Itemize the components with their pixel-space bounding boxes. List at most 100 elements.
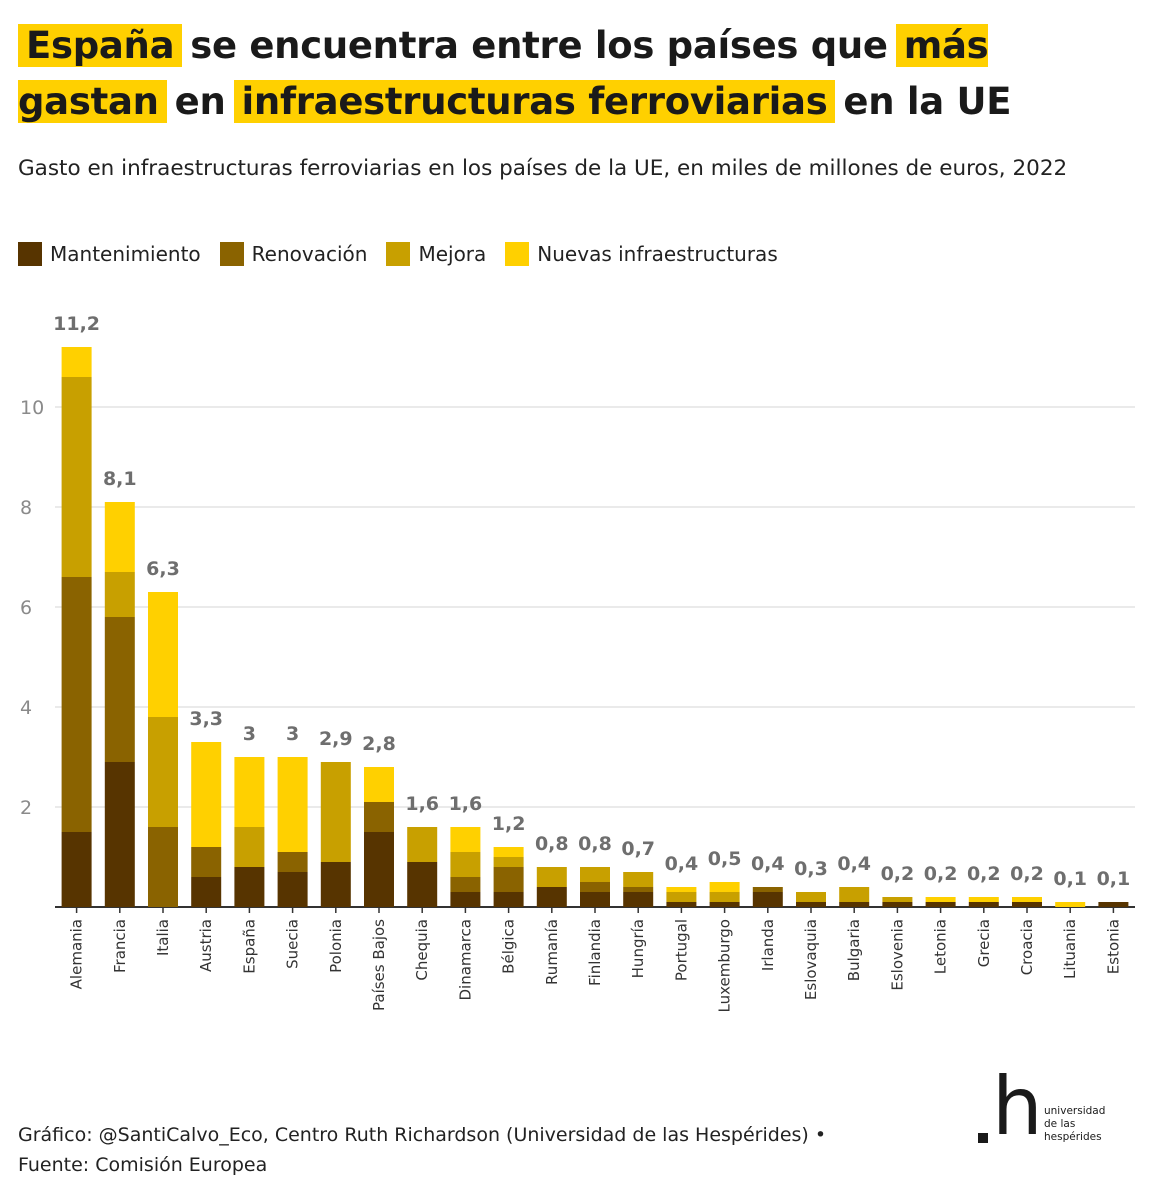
bar-segment xyxy=(493,867,524,892)
title-text-2: en xyxy=(174,80,226,123)
footer-source: Fuente: Comisión Europea xyxy=(18,1154,268,1176)
bar-segment xyxy=(450,877,481,892)
total-label: 3 xyxy=(243,723,256,745)
university-logo: h universidad de las hespérides xyxy=(978,1067,1138,1147)
x-tick-label: Letonia xyxy=(932,919,950,974)
logo-text-line: hespérides xyxy=(1044,1131,1102,1143)
x-tick-label: Países Bajos xyxy=(370,919,388,1011)
legend-label: Mantenimiento xyxy=(50,242,201,266)
total-label: 0,4 xyxy=(837,853,871,875)
x-tick-label: Italia xyxy=(154,919,172,956)
bar-segment xyxy=(839,902,870,907)
bar-segment xyxy=(104,617,135,762)
bar-segment xyxy=(234,827,265,867)
bar-segment xyxy=(623,892,654,907)
bar-segment xyxy=(364,802,394,832)
x-tick-label: Finlandia xyxy=(586,919,604,986)
bar-segment xyxy=(1055,902,1086,907)
bar-segment xyxy=(364,832,394,907)
bar-segment xyxy=(709,892,740,902)
bar-segment xyxy=(450,852,481,877)
total-label: 1,6 xyxy=(449,793,483,815)
bar-segment xyxy=(407,827,438,862)
x-tick-label: Irlanda xyxy=(759,919,777,971)
bar-segment xyxy=(191,877,222,907)
total-label: 0,8 xyxy=(578,833,612,855)
total-label: 0,2 xyxy=(881,863,915,885)
x-tick-label: Rumanía xyxy=(543,919,561,985)
bar-segment xyxy=(61,377,92,577)
bar-segment xyxy=(580,892,610,907)
bar-segment xyxy=(925,902,956,907)
bar-segment xyxy=(104,502,135,572)
total-label: 0,1 xyxy=(1053,868,1087,890)
legend-swatch xyxy=(18,242,42,266)
bar-segment xyxy=(1012,902,1042,907)
bar-segment xyxy=(234,867,265,907)
y-tick-label: 6 xyxy=(20,597,32,619)
logo-mark: h xyxy=(992,1060,1043,1153)
legend-label: Nuevas infraestructuras xyxy=(537,242,778,266)
bar-segment xyxy=(1098,902,1129,907)
legend-item-nuevas: Nuevas infraestructuras xyxy=(505,242,778,266)
x-tick-label: Bulgaria xyxy=(845,919,863,981)
bar-segment xyxy=(320,862,351,907)
logo-text-line: de las xyxy=(1044,1118,1076,1130)
bar-segment xyxy=(61,347,92,377)
x-tick-label: Francia xyxy=(111,919,129,973)
legend-item-mantenimiento: Mantenimiento xyxy=(18,242,201,266)
x-tick-label: Eslovenia xyxy=(888,919,906,991)
bar-segment xyxy=(493,892,524,907)
bar-segment xyxy=(277,757,308,852)
bar-segment xyxy=(580,882,610,892)
y-tick-label: 4 xyxy=(20,697,32,719)
bar-segment xyxy=(407,862,438,907)
bar-segment xyxy=(796,892,826,902)
bar-segment xyxy=(839,887,870,902)
x-tick-label: Hungría xyxy=(629,919,647,978)
bar-segment xyxy=(536,887,567,907)
chart-legend: Mantenimiento Renovación Mejora Nuevas i… xyxy=(18,240,797,268)
x-tick-label: Estonia xyxy=(1104,919,1122,974)
bar-segment xyxy=(61,832,92,907)
total-label: 2,8 xyxy=(362,733,396,755)
x-tick-label: Suecia xyxy=(284,919,302,969)
x-tick-label: Bélgica xyxy=(500,919,518,974)
bar-segment xyxy=(752,887,783,892)
bar-segment xyxy=(104,762,135,907)
bar-segment xyxy=(666,887,697,892)
title-highlight-infraestructuras: infraestructuras ferroviarias xyxy=(233,80,836,123)
title-text-1: se encuentra entre los países que xyxy=(190,24,888,67)
title-highlight-espana: España xyxy=(18,24,183,67)
stacked-bar-chart: 2 4 6 8 10 11,2 8,1 6,3 3,3 3 3 2,9 2,8 1,6 1,6 1,2 0,8… xyxy=(20,313,1135,1013)
bar-segment xyxy=(148,827,178,907)
total-label: 0,2 xyxy=(967,863,1001,885)
total-label: 0,2 xyxy=(924,863,958,885)
total-label: 0,2 xyxy=(1010,863,1044,885)
legend-item-renovacion: Renovación xyxy=(219,242,368,266)
x-tick-label: Eslovaquia xyxy=(802,919,820,1000)
bar-segment xyxy=(493,847,524,857)
bar-segment xyxy=(104,572,135,617)
legend-swatch xyxy=(219,242,244,266)
total-label: 2,9 xyxy=(319,728,353,750)
legend-label: Renovación xyxy=(251,242,368,266)
bar-segment xyxy=(450,827,481,852)
x-tick-label: Austria xyxy=(197,919,215,972)
logo-text-line: universidad xyxy=(1044,1105,1106,1117)
legend-swatch xyxy=(386,242,411,266)
bar-segment xyxy=(536,867,567,887)
total-label: 6,3 xyxy=(146,558,180,580)
bar-segment xyxy=(277,872,308,907)
chart-title: España se encuentra entre los países que m… xyxy=(18,18,1133,130)
x-tick-label: Alemania xyxy=(68,919,86,989)
bar-segment xyxy=(191,847,222,877)
gridlines: 2 4 6 8 10 xyxy=(20,397,1135,908)
total-label: 3 xyxy=(286,723,299,745)
footer-credit: Gráfico: @SantiCalvo_Eco, Centro Ruth Ri… xyxy=(18,1124,827,1146)
title-text-3: en la UE xyxy=(843,80,1012,123)
x-tick-label: Dinamarca xyxy=(456,919,474,1001)
x-tick-label: Polonia xyxy=(327,919,345,973)
bar-segment xyxy=(320,762,351,862)
total-label: 8,1 xyxy=(103,468,137,490)
